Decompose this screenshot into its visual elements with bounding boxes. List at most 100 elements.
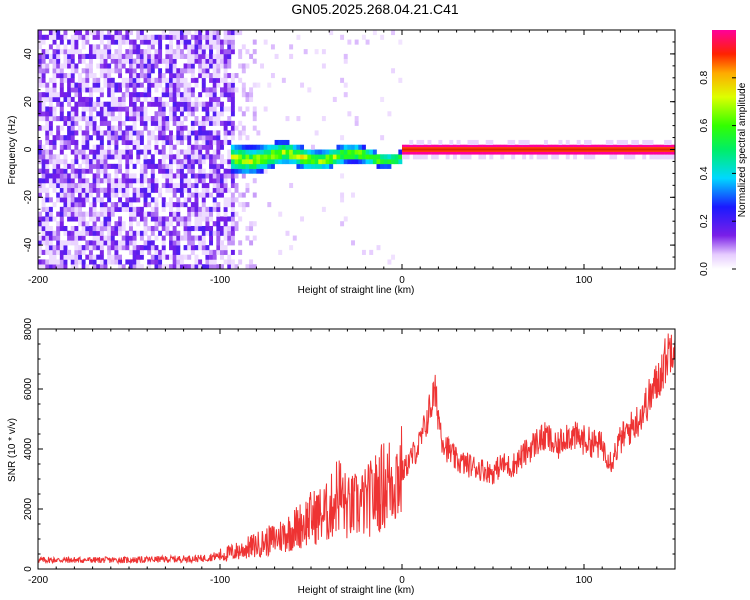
spectrogram-cell	[59, 87, 64, 93]
spectrogram-cell	[220, 159, 224, 165]
spectrogram-cell	[198, 259, 203, 265]
spectrogram-cell	[136, 116, 141, 122]
spectrogram-cell	[74, 144, 79, 150]
spectrogram-cell	[63, 211, 68, 217]
spectrogram-cell	[132, 101, 137, 107]
spectrogram-cell	[132, 63, 137, 69]
spectrogram-cell	[634, 139, 639, 146]
spectrogram-cell	[220, 264, 224, 269]
spectrogram-cell	[118, 39, 123, 45]
spectrogram-cell	[216, 44, 221, 50]
spectrogram-cell	[252, 192, 257, 198]
spectrogram-cell	[209, 216, 214, 222]
spectrogram-cell	[103, 192, 108, 198]
spectrogram-cell	[427, 139, 432, 146]
spectrogram-cell	[205, 68, 210, 74]
spectrogram-cell	[74, 216, 79, 222]
spectrogram-cell	[63, 254, 68, 260]
spectrogram-cell	[125, 106, 130, 112]
spectrogram-cell	[645, 139, 650, 146]
spectrogram-cell	[172, 264, 177, 269]
spectrogram-cell	[220, 187, 224, 193]
spectrogram-cell	[227, 149, 232, 155]
spectrogram-cell	[110, 245, 115, 251]
spectrogram-cell	[172, 111, 177, 117]
spectrogram-cell	[529, 154, 534, 160]
spectrogram-cell	[118, 135, 123, 141]
spectrogram-cell	[220, 216, 224, 222]
spectrogram-cell	[423, 154, 428, 160]
spectrogram-cell	[132, 211, 137, 217]
spectrogram-cell	[522, 149, 527, 155]
spectrogram-cell	[274, 144, 279, 150]
spectrogram-cell	[172, 192, 177, 198]
spectrogram-cell	[81, 168, 86, 174]
spectrogram-cell	[139, 73, 144, 79]
spectrogram-cell	[183, 135, 188, 141]
spectrogram-cell	[365, 149, 370, 155]
spectrogram-cell	[52, 111, 57, 117]
spectrogram-cell	[212, 44, 217, 50]
spectrogram-cell	[161, 264, 166, 269]
spectrogram-cell	[59, 159, 64, 165]
spectrogram-cell	[114, 254, 119, 260]
spectrogram-cell	[136, 58, 141, 64]
spectrogram-cell	[99, 225, 104, 232]
spectrogram-cell	[198, 34, 203, 40]
spectrogram-cell	[56, 178, 61, 184]
spectrogram-cell	[227, 39, 232, 45]
spectrogram-cell	[99, 159, 104, 165]
spectrogram-cell	[139, 120, 144, 126]
spectrogram-cell	[150, 58, 155, 64]
spectrogram-cell	[92, 163, 97, 169]
spectrogram-cell	[67, 111, 72, 117]
spectrogram-cell	[136, 187, 141, 193]
spectrogram-cell	[223, 92, 228, 98]
spectrogram-cell	[205, 230, 210, 236]
spectrogram-cell	[74, 39, 79, 45]
spectrogram-cell	[59, 249, 64, 255]
spectrogram-cell	[172, 77, 177, 83]
spectrogram-cell	[252, 235, 257, 241]
spectrogram-cell	[139, 249, 144, 255]
spectrogram-cell	[216, 96, 221, 102]
spectrogram-cell	[118, 245, 123, 251]
spectrogram-cell	[81, 154, 86, 160]
spectrogram-cell	[132, 254, 137, 260]
spectrogram-cell	[67, 254, 72, 260]
spectrogram-cell	[132, 106, 137, 112]
spectrogram-cell	[263, 144, 268, 150]
spectrogram-cell	[212, 154, 217, 160]
spectrogram-cell	[209, 101, 214, 107]
spectrogram-cell	[223, 63, 228, 69]
spectrogram-cell	[59, 178, 64, 184]
spectrogram-cell	[78, 87, 82, 93]
spectrogram-cell	[230, 106, 235, 112]
spectrogram-cell	[114, 39, 119, 45]
spectrogram-cell	[158, 68, 163, 74]
spectrogram-cell	[230, 154, 235, 160]
spectrogram-cell	[227, 197, 232, 203]
spectrogram-cell	[85, 240, 90, 246]
spectrogram-cell	[150, 187, 155, 193]
spectrogram-cell	[321, 206, 326, 212]
spectrogram-cell	[216, 53, 221, 59]
spectrogram-cell	[158, 249, 163, 255]
spectrogram-cell	[150, 206, 155, 212]
spectrogram-cell	[172, 101, 177, 107]
spectrogram-cell	[92, 216, 97, 222]
spectrogram-cell	[187, 163, 192, 169]
spectrogram-cell	[48, 173, 53, 179]
spectrogram-cell	[129, 249, 133, 255]
spectrogram-cell	[245, 144, 250, 150]
spectrogram-cell	[201, 120, 206, 126]
spectrogram-cell	[230, 173, 235, 179]
spectrogram-cell	[220, 230, 224, 236]
spectrogram-x-tick-label: -200	[28, 275, 48, 286]
spectrogram-cell	[114, 178, 119, 184]
spectrogram-cell	[92, 221, 97, 227]
spectrogram-cell	[260, 63, 264, 69]
colorbar-tick-label: 0.8	[699, 70, 710, 84]
spectrogram-cell	[107, 197, 112, 203]
spectrogram-cell	[179, 30, 184, 36]
